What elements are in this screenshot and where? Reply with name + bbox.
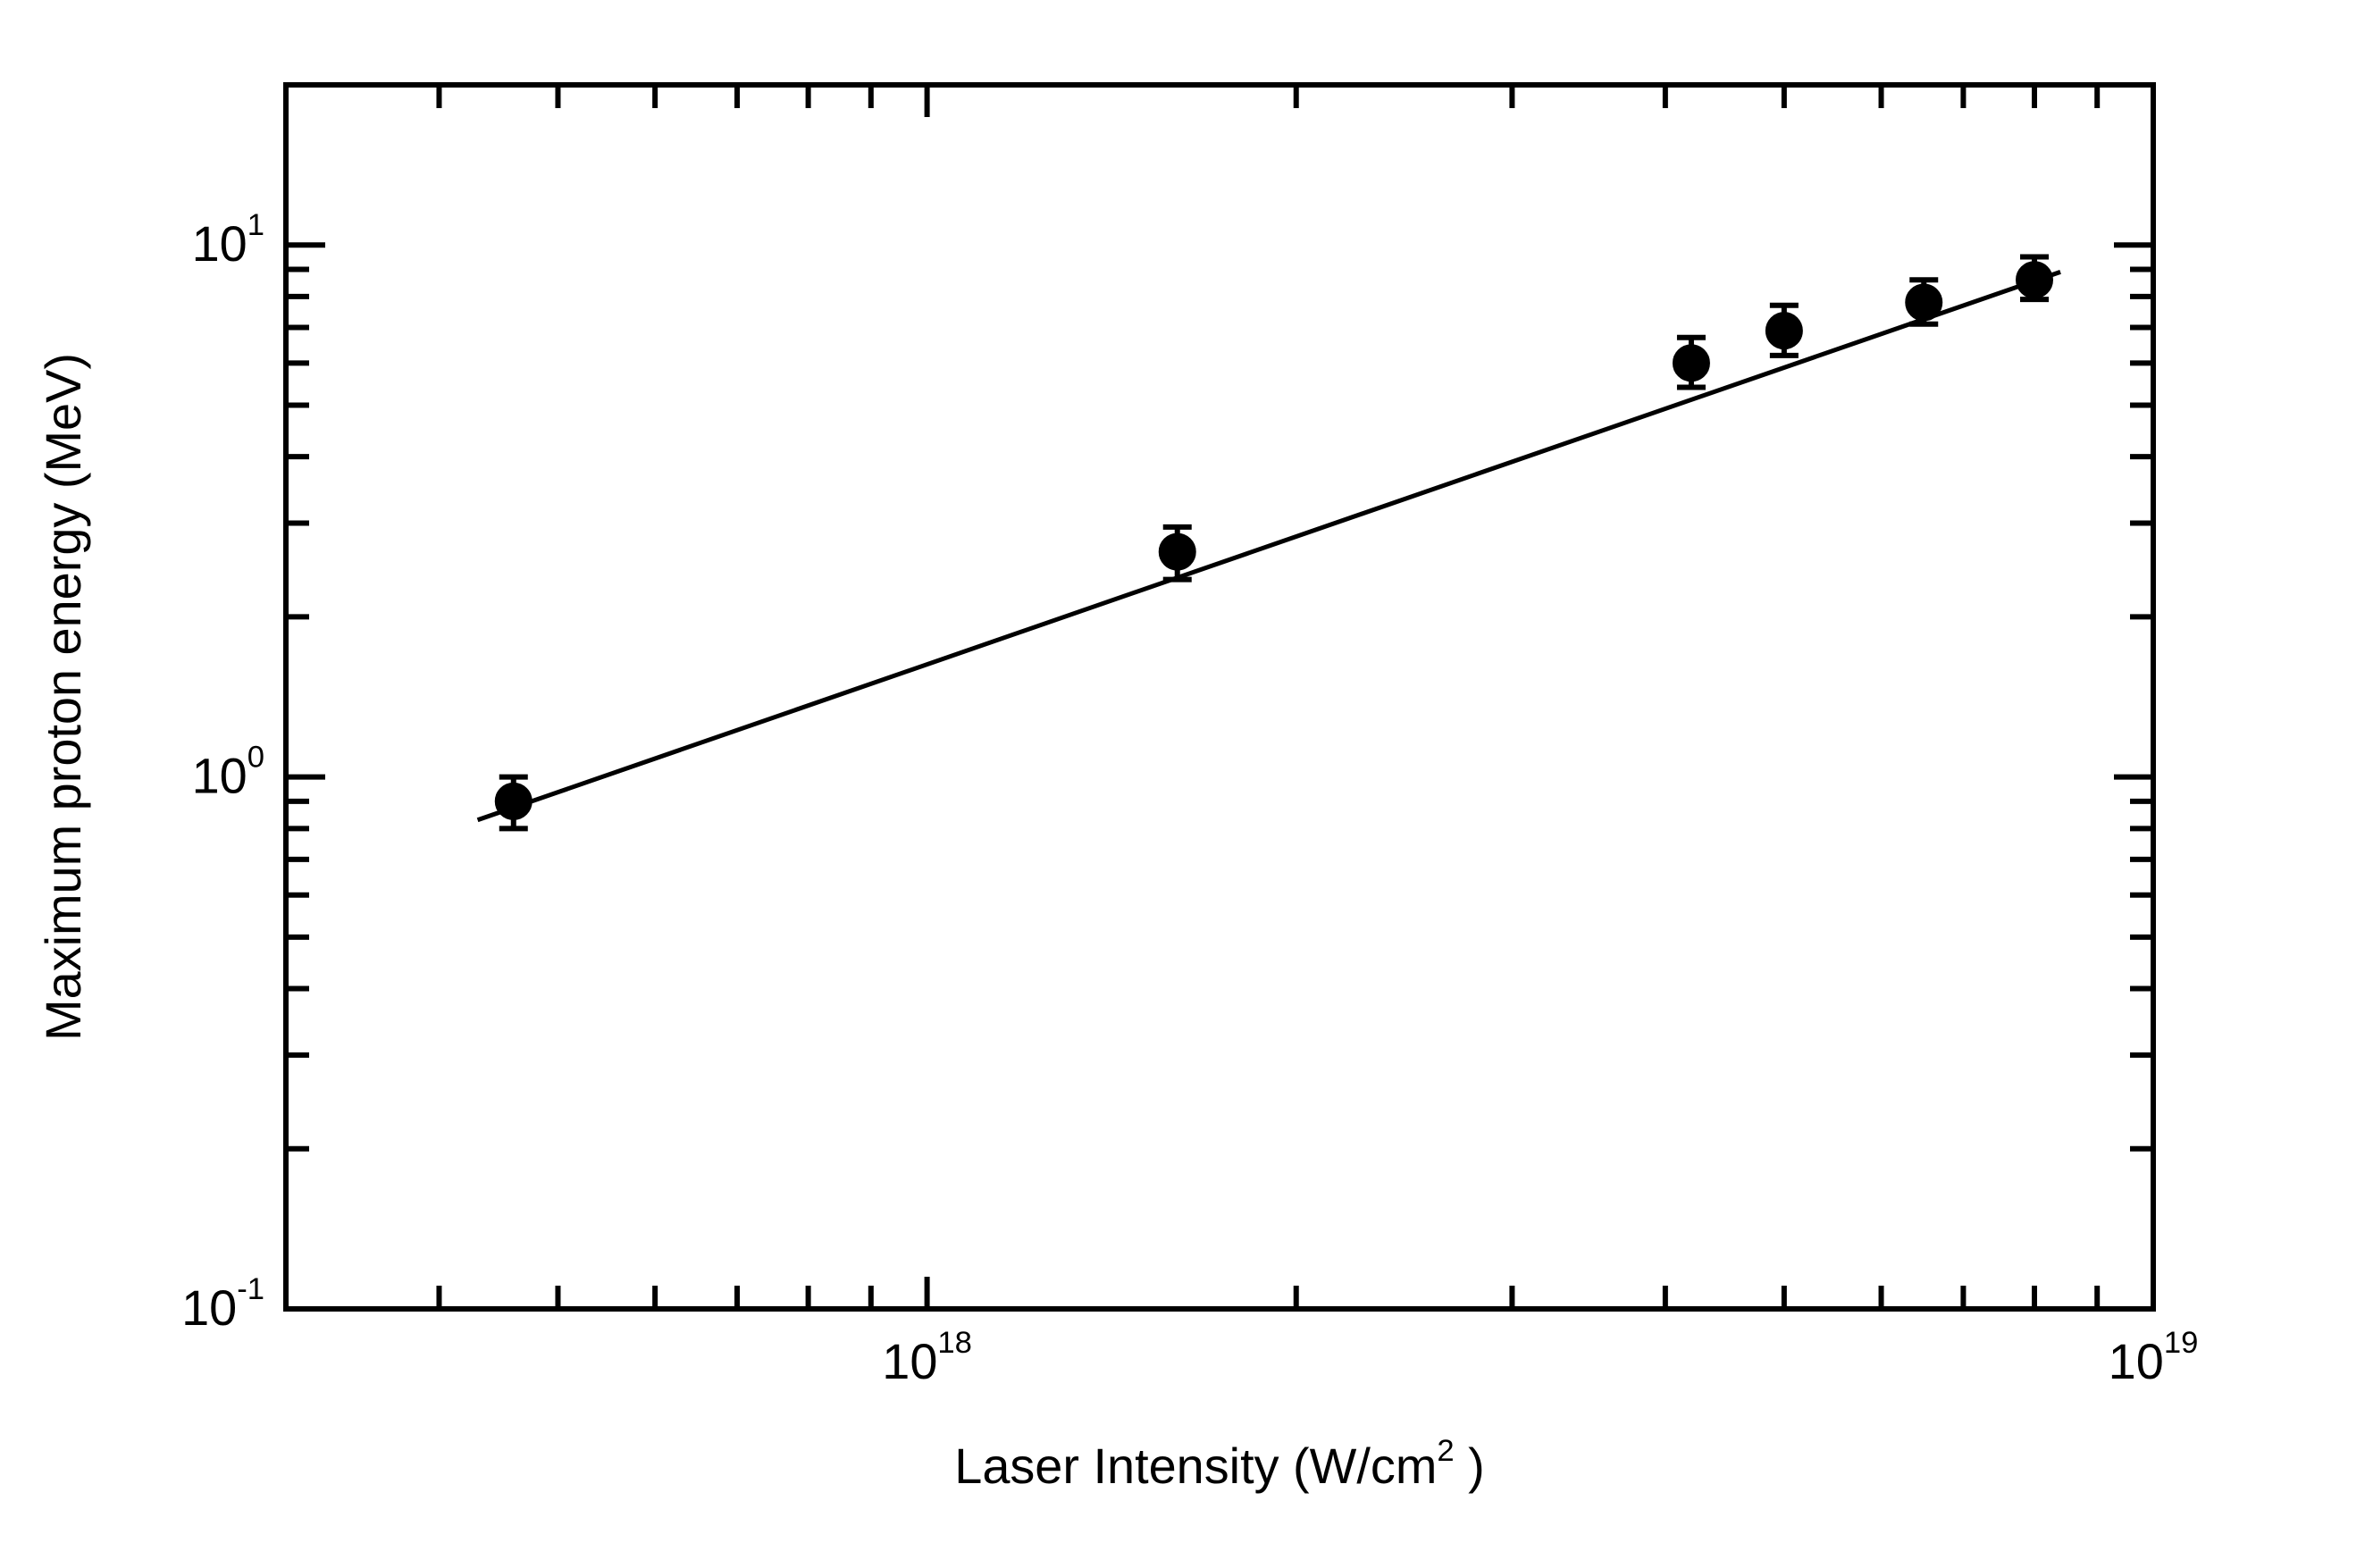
chart-container: 1018101910-1100101Laser Intensity (W/cm2… — [0, 0, 2365, 1568]
data-point — [1906, 284, 1941, 320]
data-point — [1766, 313, 1802, 348]
data-point — [1160, 534, 1195, 570]
data-point — [496, 784, 532, 819]
y-axis-label: Maximum proton energy (MeV) — [35, 353, 91, 1041]
x-axis-label: Laser Intensity (W/cm2 ) — [954, 1434, 1485, 1494]
chart-background — [0, 0, 2365, 1568]
data-point — [1673, 345, 1709, 381]
loglog-scatter-chart: 1018101910-1100101Laser Intensity (W/cm2… — [0, 0, 2365, 1568]
data-point — [2017, 262, 2052, 298]
